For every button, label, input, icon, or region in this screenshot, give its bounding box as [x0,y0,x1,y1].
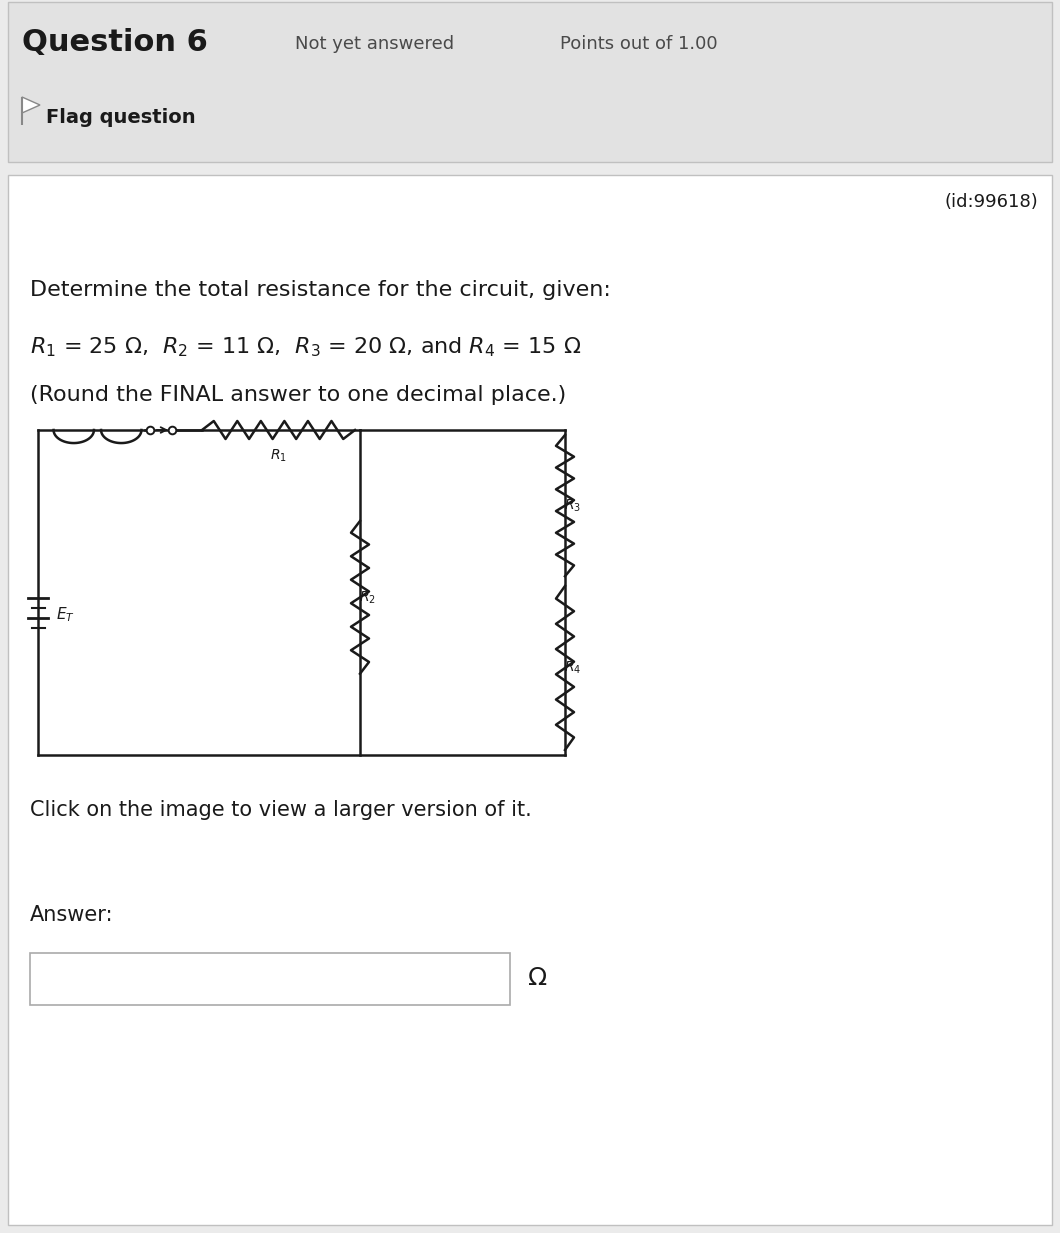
Text: Not yet answered: Not yet answered [295,35,454,53]
FancyBboxPatch shape [8,175,1052,1226]
Text: Points out of 1.00: Points out of 1.00 [560,35,718,53]
Polygon shape [22,97,40,113]
Text: Answer:: Answer: [30,905,113,925]
Text: Flag question: Flag question [46,109,196,127]
Text: $R_4$: $R_4$ [564,660,581,676]
Text: $\it{R}_1$ = 25 Ω,  $\it{R}_2$ = 11 Ω,  $\it{R}_3$ = 20 Ω, and $\it{R}_4$ = 15 Ω: $\it{R}_1$ = 25 Ω, $\it{R}_2$ = 11 Ω, $\… [30,335,581,359]
Text: Ω: Ω [528,965,547,990]
Text: Determine the total resistance for the circuit, given:: Determine the total resistance for the c… [30,280,611,300]
Text: $R_3$: $R_3$ [564,497,581,514]
Text: Question 6: Question 6 [22,28,208,57]
FancyBboxPatch shape [8,2,1052,162]
Text: $R_1$: $R_1$ [270,448,287,465]
FancyBboxPatch shape [30,953,510,1005]
Text: $\mathit{E}_T$: $\mathit{E}_T$ [56,605,75,624]
Text: (id:99618): (id:99618) [944,194,1038,211]
Text: (Round the FINAL answer to one decimal place.): (Round the FINAL answer to one decimal p… [30,385,566,404]
Text: $R_2$: $R_2$ [359,589,376,605]
Text: Click on the image to view a larger version of it.: Click on the image to view a larger vers… [30,800,532,820]
